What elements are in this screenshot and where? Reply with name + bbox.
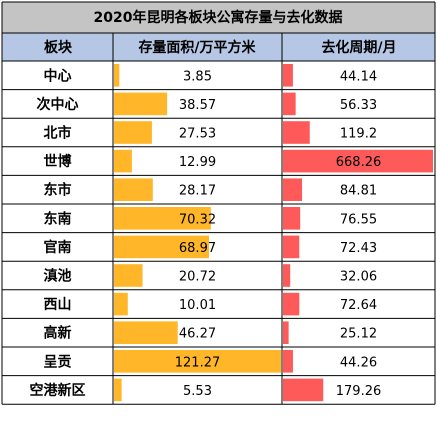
district-label: 高新	[44, 325, 72, 342]
title-background	[2, 2, 435, 33]
table-rows: 中心 3.85 44.14 次中心 38.57 56.33 北市 27.53 119.2 世博 12…	[30, 64, 433, 402]
absorption-period-value: 72.43	[340, 241, 377, 256]
stock-area-value: 70.32	[179, 212, 216, 227]
stock-area-value: 38.57	[179, 98, 216, 113]
absorption-period-bar	[283, 207, 301, 230]
absorption-period-value: 56.33	[340, 98, 377, 113]
column-header-stock-area: 存量面积/万平方米	[138, 39, 256, 56]
stock-area-value: 20.72	[179, 270, 216, 285]
stock-area-value: 3.85	[183, 69, 212, 84]
absorption-period-bar	[283, 178, 303, 201]
absorption-period-bar	[283, 350, 293, 373]
stock-area-bar	[114, 178, 153, 201]
district-label: 西山	[44, 297, 72, 313]
absorption-period-bar	[283, 92, 296, 116]
absorption-period-value: 119.2	[340, 127, 377, 142]
absorption-period-value: 25.12	[340, 327, 377, 342]
stock-area-bar	[114, 264, 143, 287]
absorption-period-bar	[283, 64, 293, 87]
absorption-period-value: 76.55	[340, 212, 377, 227]
stock-area-value: 10.01	[179, 298, 216, 313]
district-label: 东市	[44, 182, 72, 199]
stock-area-bar	[114, 207, 211, 230]
absorption-period-value: 668.26	[336, 155, 382, 170]
district-label: 官南	[44, 239, 72, 256]
absorption-period-bar	[283, 264, 291, 287]
absorption-period-bar	[283, 321, 289, 344]
stock-area-value: 46.27	[179, 327, 216, 342]
stock-area-value: 121.27	[175, 355, 221, 370]
table-grid	[1, 1, 436, 405]
absorption-period-value: 179.26	[336, 384, 382, 399]
stock-area-bar	[114, 64, 120, 87]
stock-area-bar	[114, 350, 281, 373]
absorption-period-value: 44.14	[340, 69, 377, 84]
district-label: 东南	[44, 210, 72, 227]
stock-area-bar	[114, 378, 122, 402]
stock-area-bar	[114, 321, 178, 344]
stock-area-value: 28.17	[179, 184, 216, 199]
absorption-period-bar	[283, 378, 324, 402]
stock-area-value: 12.99	[179, 155, 216, 170]
column-header-absorption-period: 去化周期/月	[321, 39, 396, 56]
absorption-period-value: 44.26	[340, 355, 377, 370]
district-label: 世博	[44, 153, 72, 170]
district-label: 呈贡	[44, 354, 72, 370]
absorption-period-bar	[283, 149, 433, 173]
district-label: 次中心	[37, 96, 79, 113]
absorption-period-value: 84.81	[340, 184, 377, 199]
stock-area-value: 68.97	[179, 241, 216, 256]
absorption-period-value: 32.06	[340, 270, 377, 285]
district-label: 空港新区	[30, 382, 86, 399]
stock-area-bar	[114, 149, 132, 173]
stock-area-bar	[114, 121, 152, 144]
absorption-period-value: 72.64	[340, 298, 377, 313]
district-label: 滇池	[44, 268, 72, 285]
column-header-district: 板块	[44, 39, 73, 56]
absorption-period-bar	[283, 235, 300, 259]
stock-area-value: 27.53	[179, 127, 216, 142]
stock-area-value: 5.53	[183, 384, 212, 399]
district-label: 北市	[44, 125, 72, 142]
stock-area-bar	[114, 235, 209, 259]
stock-area-bar	[114, 92, 168, 116]
absorption-period-bar	[283, 292, 300, 316]
absorption-period-bar	[283, 121, 310, 144]
district-label: 中心	[44, 67, 72, 84]
header-background	[2, 33, 435, 61]
table-title: 2020年昆明各板块公寓存量与去化数据	[94, 9, 343, 26]
stock-area-bar	[114, 292, 128, 316]
